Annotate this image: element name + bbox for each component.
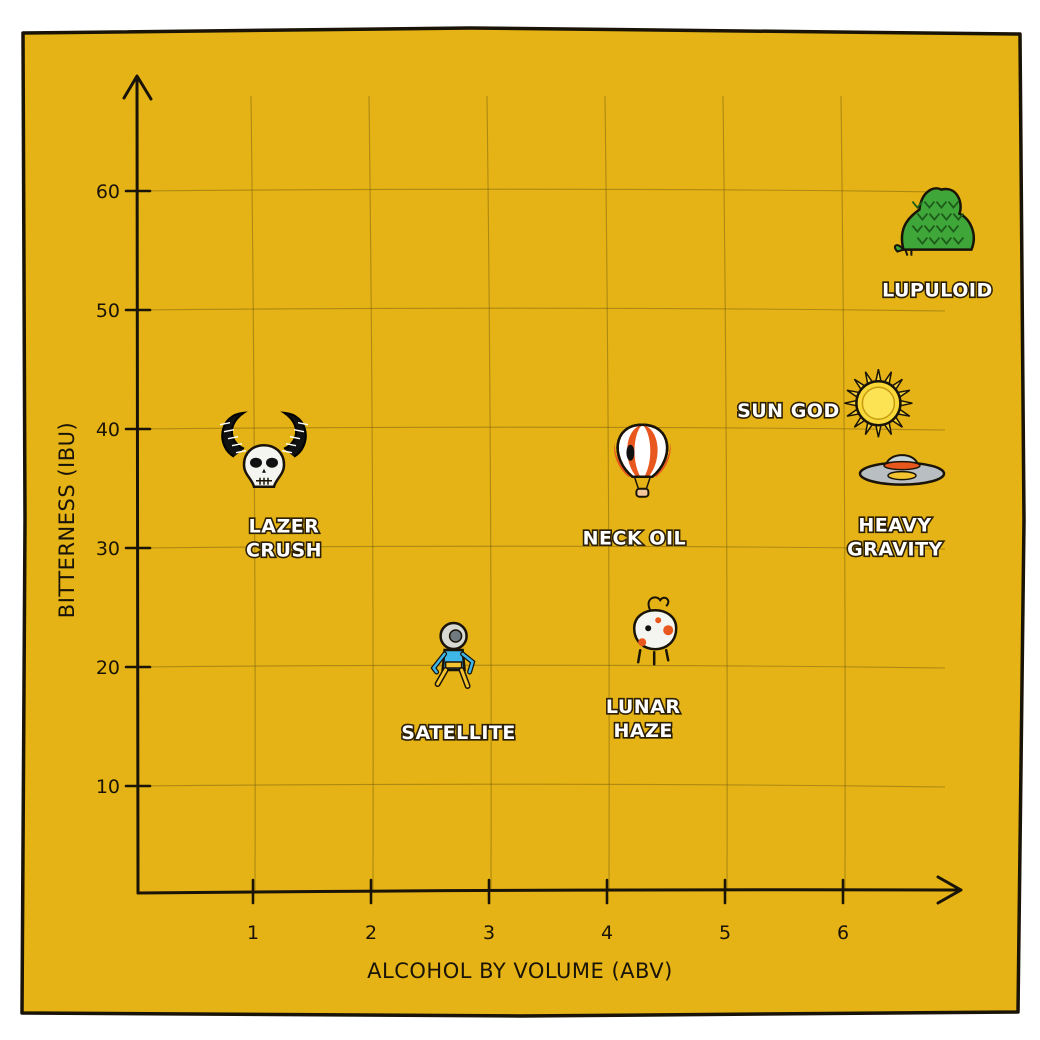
point-label: LUPULOID (882, 280, 993, 302)
y-tick-label: 40 (96, 419, 120, 441)
point-sun-god: SUN GOD (735, 369, 913, 438)
point-label-line: HAZE (614, 720, 673, 742)
point-label: LUNAR HAZE (606, 696, 681, 742)
point-label-line: LAZER (249, 516, 320, 538)
grid-line-x (604, 95, 610, 891)
x-axis-arrow (936, 875, 963, 905)
y-axis-arrow (122, 74, 153, 101)
y-axis-label: BITTERNESS (IBU) (55, 422, 79, 618)
point-label-line: NECK OIL (583, 528, 687, 550)
x-tick-label: 2 (365, 922, 377, 944)
grid-line-x (250, 95, 256, 891)
point-lunar-haze: LUNAR HAZE (604, 596, 682, 744)
astronaut-icon (430, 621, 476, 689)
point-neck-oil: NECK OIL (581, 423, 687, 551)
grid-line-y (139, 426, 946, 431)
hop-monster-icon (893, 187, 975, 256)
x-axis-label: ALCOHOL BY VOLUME (ABV) (367, 959, 673, 983)
grid-line-x (368, 95, 374, 891)
point-label: HEAVY GRAVITY (847, 515, 943, 561)
point-label-line: GRAVITY (847, 539, 943, 561)
x-tick-label: 3 (483, 922, 495, 944)
y-tick-label: 10 (96, 776, 120, 798)
point-satellite: SATELLITE (400, 621, 517, 746)
point-label-line: CRUSH (246, 540, 322, 562)
grid-line-x (722, 95, 728, 891)
point-heavy-gravity: HEAVY GRAVITY (846, 454, 946, 562)
hot-air-balloon-icon (614, 423, 671, 498)
grid-line-x (486, 95, 492, 891)
moon-creature-icon (632, 596, 678, 666)
ufo-icon (858, 454, 946, 486)
axes (122, 74, 963, 905)
grid-line-y (139, 783, 946, 788)
point-lazer-crush: LAZER CRUSH (219, 411, 323, 563)
y-axis-ticks: 10 20 30 40 50 60 (96, 181, 152, 798)
x-tick-label: 5 (719, 922, 731, 944)
point-label: SUN GOD (737, 400, 840, 422)
grid-line-y (139, 188, 946, 193)
y-tick-label: 50 (96, 300, 120, 322)
x-axis-ticks: 1 2 3 4 5 6 (247, 878, 849, 944)
chart-panel (20, 26, 1026, 1018)
point-label-line: HEAVY (858, 515, 931, 537)
point-label-line: LUPULOID (882, 280, 993, 302)
y-axis-line (135, 76, 140, 895)
grid-line-x (840, 95, 846, 891)
grid-line-y (139, 307, 946, 312)
x-axis-line (136, 888, 960, 895)
y-tick-label: 60 (96, 181, 120, 203)
data-points: LAZER CRUSH SATELLITE NECK OIL LUNAR HAZE SUN … (219, 187, 994, 746)
grid-lines (139, 95, 946, 891)
x-tick-label: 4 (601, 922, 613, 944)
x-tick-label: 6 (837, 922, 849, 944)
point-label-line: SUN GOD (737, 400, 840, 422)
x-tick-label: 1 (247, 922, 259, 944)
point-label: NECK OIL (583, 528, 687, 550)
point-label: LAZER CRUSH (246, 516, 322, 562)
y-tick-label: 30 (96, 538, 120, 560)
y-tick-label: 20 (96, 657, 120, 679)
point-label: SATELLITE (401, 722, 516, 744)
point-label-line: LUNAR (606, 696, 681, 718)
grid-line-y (139, 664, 946, 669)
point-lupuloid: LUPULOID (880, 187, 994, 303)
sun-icon (844, 369, 913, 438)
grid-line-y (139, 545, 946, 550)
point-label-line: SATELLITE (401, 722, 516, 744)
skull-horns-icon (219, 411, 309, 488)
